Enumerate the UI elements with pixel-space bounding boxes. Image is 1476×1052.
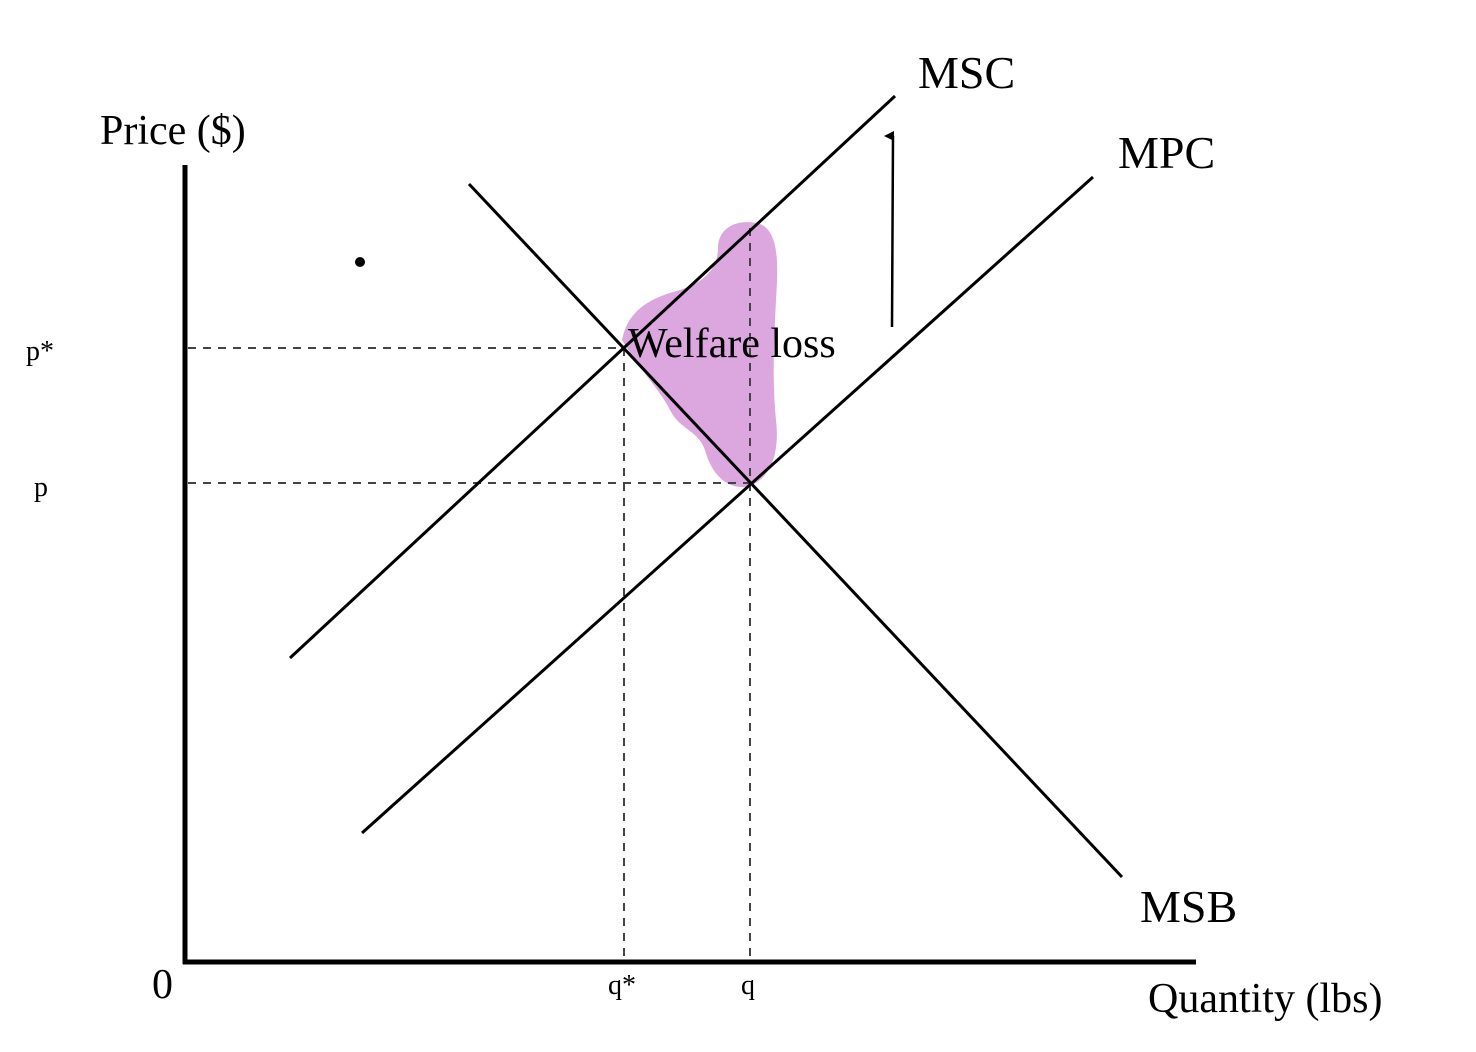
msc-curve [288, 94, 897, 660]
msb-curve [467, 182, 1124, 879]
mpc-label: MPC [1118, 127, 1215, 178]
upward-shift-arrow [884, 131, 895, 328]
stray-dot [355, 257, 365, 267]
price-label-p: p [34, 472, 48, 503]
msb-label: MSB [1140, 881, 1237, 932]
x-axis-label: Quantity (lbs) [1148, 976, 1382, 1022]
quantity-label-q-star: q* [608, 970, 636, 1001]
msc-label: MSC [918, 47, 1015, 98]
welfare-loss-label: Welfare loss [628, 321, 836, 367]
welfare-loss-area [622, 222, 778, 488]
mpc-curve [360, 175, 1095, 835]
origin-label: 0 [152, 962, 173, 1008]
quantity-label-q: q [741, 970, 755, 1001]
y-axis-label: Price ($) [100, 108, 246, 154]
price-label-p-star: p* [26, 336, 54, 367]
